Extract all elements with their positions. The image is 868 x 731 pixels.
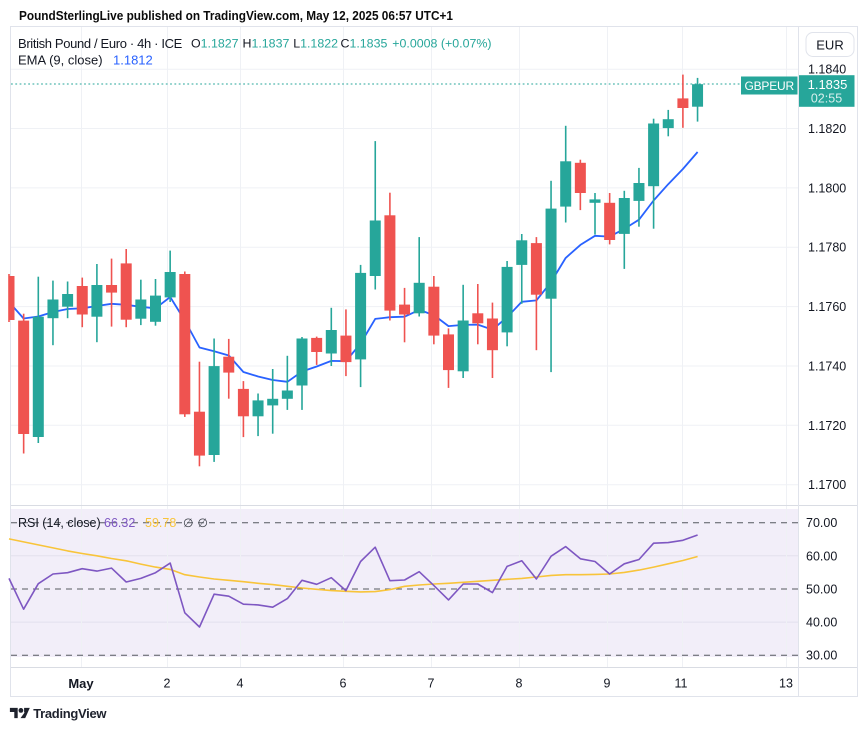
svg-text:1.1840: 1.1840 bbox=[808, 63, 846, 77]
svg-text:40.00: 40.00 bbox=[806, 616, 837, 630]
svg-text:1.1780: 1.1780 bbox=[808, 241, 846, 255]
svg-text:7: 7 bbox=[428, 677, 435, 691]
svg-text:PoundSterlingLive published on: PoundSterlingLive published on TradingVi… bbox=[19, 8, 453, 23]
svg-text:British Pound / Euro · 4h · IC: British Pound / Euro · 4h · ICE bbox=[18, 36, 183, 51]
svg-text:1.1820: 1.1820 bbox=[808, 122, 846, 136]
svg-text:GBPEUR: GBPEUR bbox=[744, 79, 794, 93]
svg-text:60.00: 60.00 bbox=[806, 549, 837, 563]
svg-text:EUR: EUR bbox=[816, 38, 843, 53]
svg-text:May: May bbox=[68, 676, 94, 691]
svg-text:30.00: 30.00 bbox=[806, 649, 837, 663]
svg-text:1.1800: 1.1800 bbox=[808, 181, 846, 195]
svg-text:1.1760: 1.1760 bbox=[808, 300, 846, 314]
svg-text:13: 13 bbox=[779, 677, 793, 691]
svg-text:TradingView: TradingView bbox=[33, 706, 107, 721]
svg-text:70.00: 70.00 bbox=[806, 516, 837, 530]
svg-text:11: 11 bbox=[675, 677, 688, 691]
svg-text:EMA (9, close): EMA (9, close) bbox=[18, 53, 103, 68]
svg-text:4: 4 bbox=[237, 677, 244, 691]
svg-text:02:55: 02:55 bbox=[811, 92, 842, 106]
svg-text:1.1740: 1.1740 bbox=[808, 359, 846, 373]
svg-text:9: 9 bbox=[604, 677, 611, 691]
svg-text:1.1720: 1.1720 bbox=[808, 419, 846, 433]
svg-text:1.1812: 1.1812 bbox=[113, 53, 153, 68]
svg-text:1.1835: 1.1835 bbox=[808, 77, 848, 92]
svg-text:8: 8 bbox=[516, 677, 523, 691]
svg-text:2: 2 bbox=[164, 677, 171, 691]
svg-text:1.1700: 1.1700 bbox=[808, 478, 846, 492]
svg-text:50.00: 50.00 bbox=[806, 582, 837, 596]
svg-text:6: 6 bbox=[340, 677, 347, 691]
